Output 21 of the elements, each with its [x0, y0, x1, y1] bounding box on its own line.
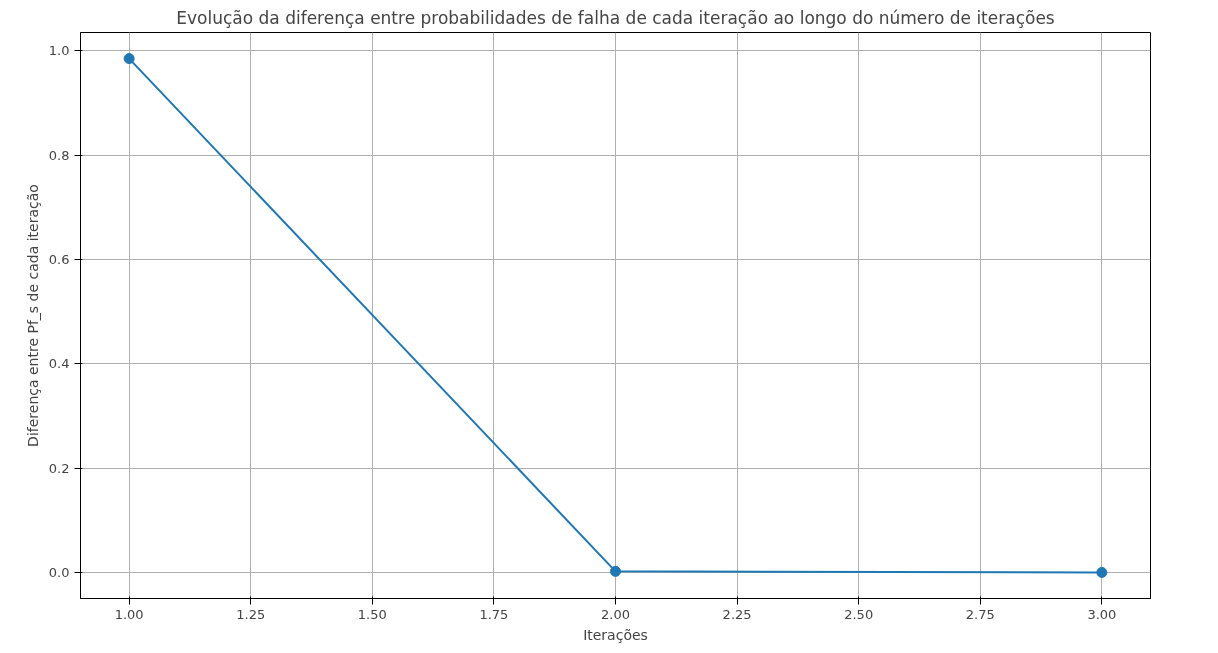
point	[610, 565, 621, 577]
x-tick-label: 2.25	[722, 606, 752, 622]
point	[123, 53, 135, 65]
x-tick-label: 3.00	[1087, 606, 1117, 622]
x-tick-label: 1.00	[114, 606, 144, 622]
x-axis-title: Iterações	[583, 626, 648, 643]
chart-title: Evolução da diferença entre probabilidades de falha de cada iteração ao longo do número de iterações	[176, 7, 1055, 28]
x-tick-label: 2.75	[965, 606, 995, 622]
x-tick-label: 2.50	[844, 606, 874, 622]
x-tick-label: 1.75	[479, 606, 509, 622]
y-axis-title: Diferença entre Pf_s de cada iteração	[24, 184, 41, 447]
x-tick-label: 1.25	[236, 606, 266, 622]
y-tick-label: 1.0	[48, 43, 70, 59]
y-tick-label: 0.6	[48, 251, 70, 267]
y-tick-label: 0.0	[48, 564, 70, 580]
x-tick-label: 2.00	[601, 606, 630, 622]
point	[1096, 566, 1108, 578]
y-tick-label: 0.8	[48, 147, 70, 163]
y-tick-label: 0.4	[48, 356, 70, 372]
x-tick-label: 1.50	[357, 606, 387, 622]
y-tick-label: 0.2	[48, 460, 70, 476]
